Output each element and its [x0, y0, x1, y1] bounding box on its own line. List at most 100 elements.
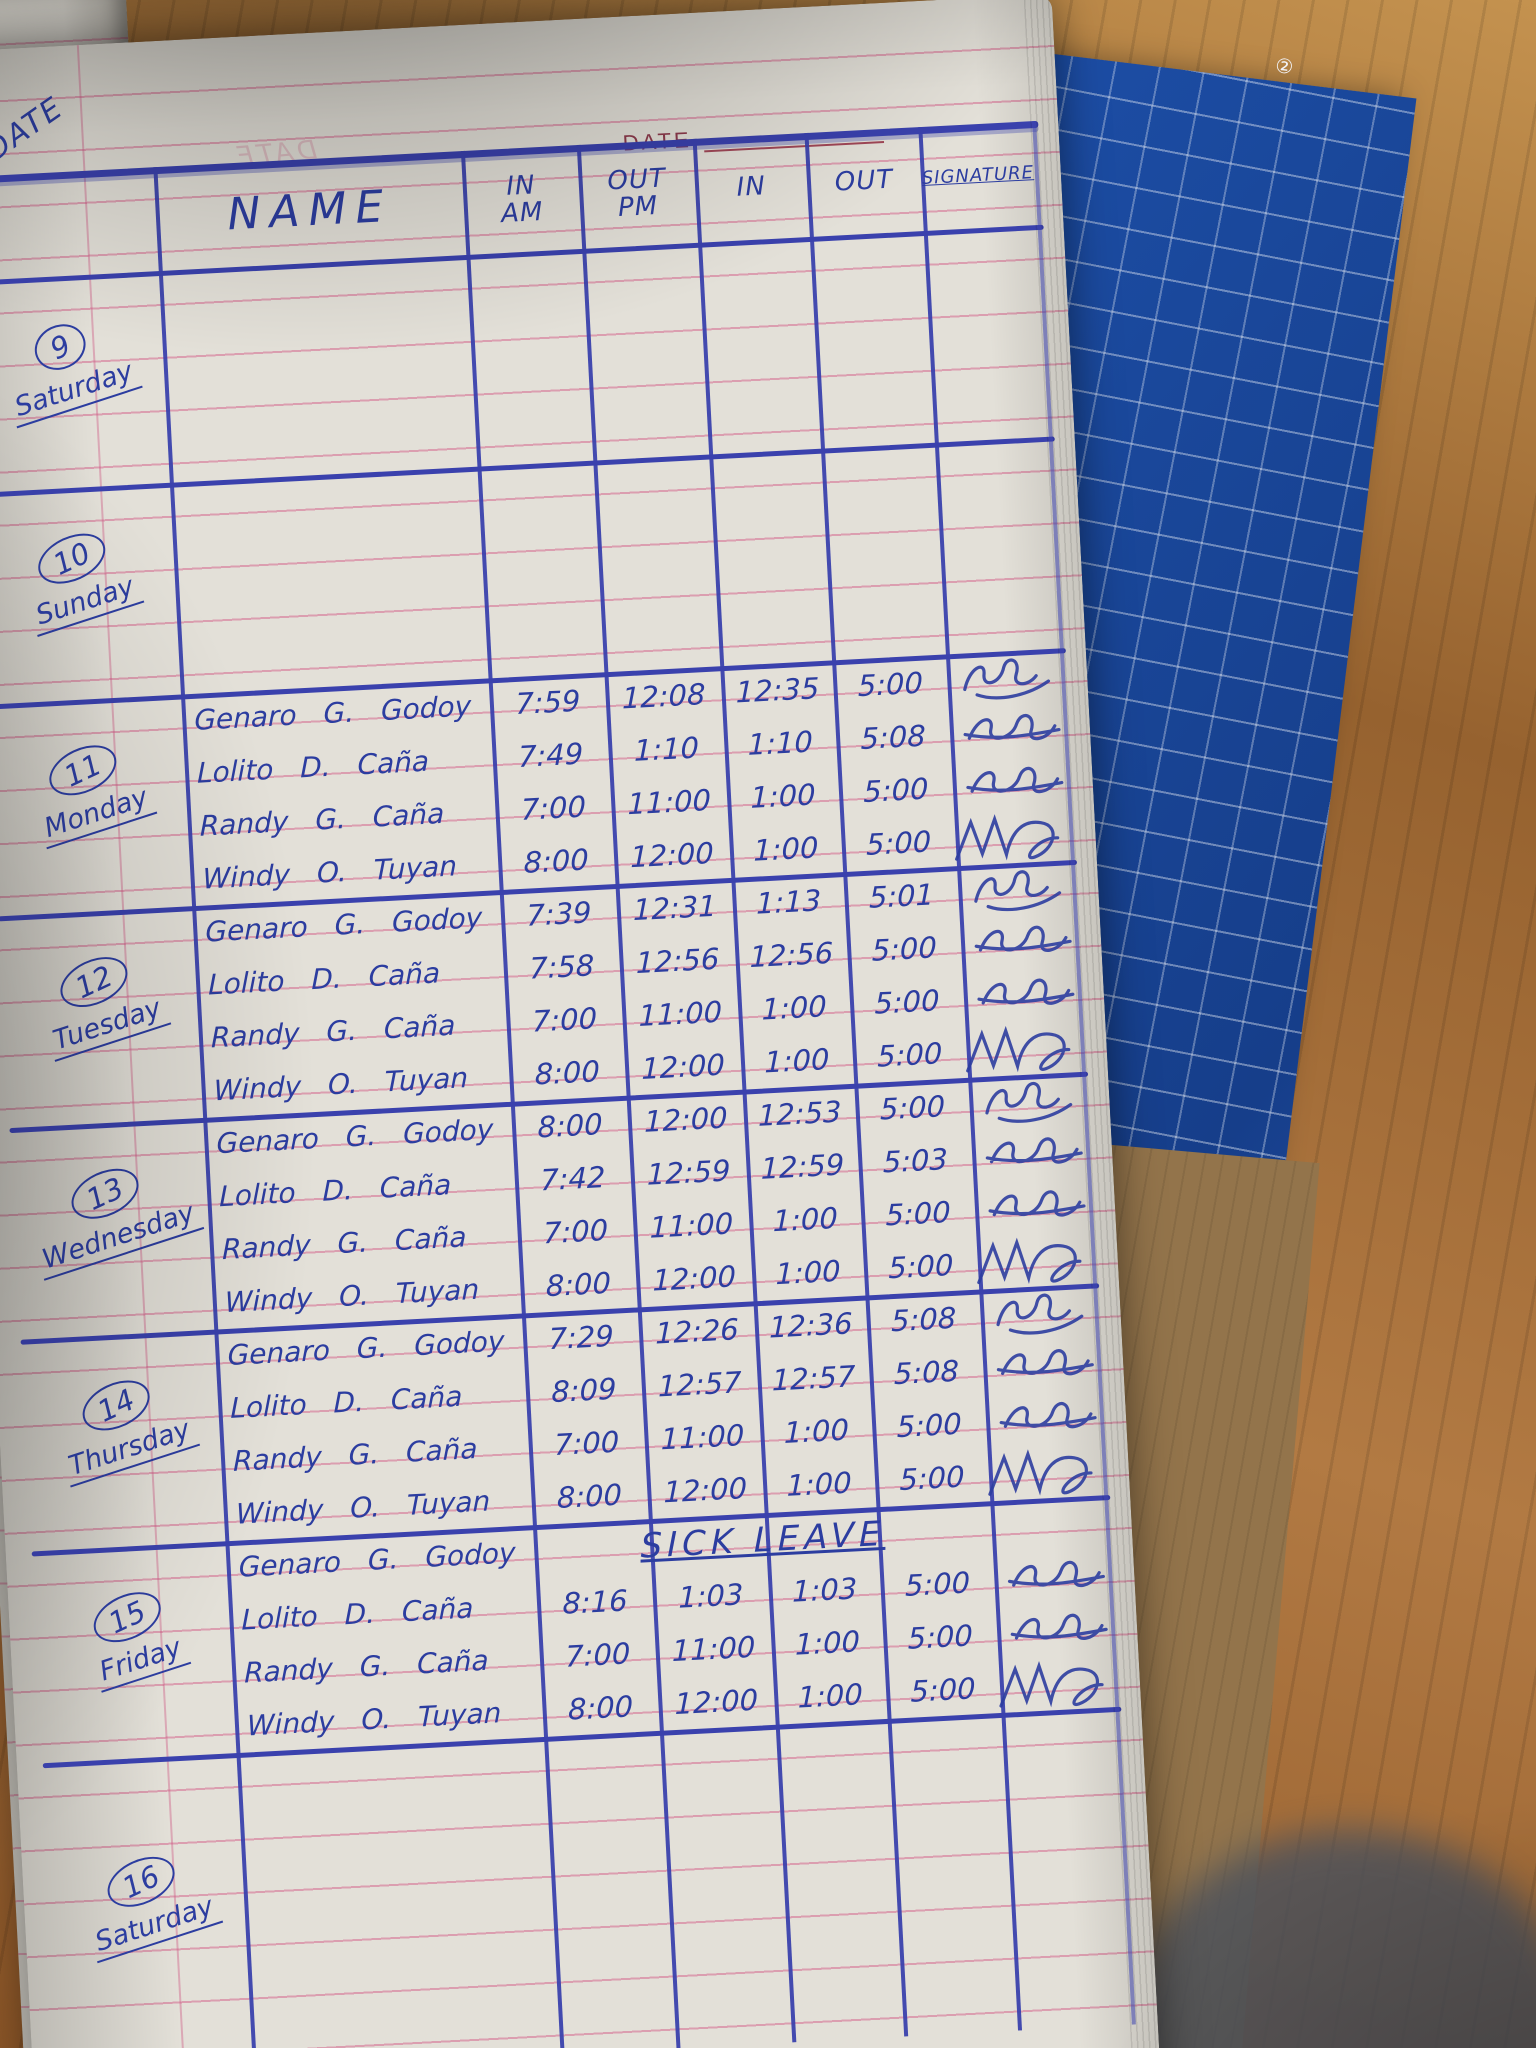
time-cell-out2: 5:01 [868, 876, 934, 915]
column-header-label: OUT [834, 164, 894, 198]
signature-scribble [999, 1661, 1104, 1708]
time-cell-in_am: 7:00 [531, 1000, 598, 1039]
time-cell-in2: 1:13 [756, 882, 822, 921]
time-cell-out_pm: 1:10 [633, 729, 699, 768]
signature-scribble [974, 870, 1062, 912]
time-cell-in_am: 8:16 [562, 1582, 628, 1621]
signature-scribble [985, 1081, 1073, 1123]
signature-scribble [977, 1237, 1082, 1285]
time-cell-out2: 5:00 [905, 1564, 971, 1603]
time-cell-out_pm: 11:00 [627, 782, 711, 821]
time-cell-out_pm: 12:00 [674, 1682, 759, 1721]
time-cell-out_pm: 12:08 [621, 676, 706, 715]
margin-date-note: DATE [0, 90, 71, 169]
time-cell-out_pm: 12:59 [646, 1152, 731, 1192]
time-cell-in2: 1:00 [794, 1623, 860, 1662]
time-cell-out_pm: 12:26 [655, 1311, 739, 1351]
time-cell-out_pm: 12:00 [652, 1258, 736, 1298]
signature-scribble [966, 1025, 1071, 1073]
signature-scribble [963, 658, 1051, 700]
time-cell-out2: 5:08 [891, 1300, 957, 1338]
time-cell-in_am: 8:00 [523, 841, 589, 880]
signature-scribble [977, 978, 1075, 1005]
day-name: Thursday [60, 1412, 200, 1488]
time-cell-in2: 1:00 [764, 1041, 830, 1080]
time-cell-out_pm: 11:00 [638, 994, 723, 1033]
time-cell-in_am: 7:00 [520, 788, 586, 827]
column-header-label: NAME [226, 180, 394, 241]
time-cell-out_pm: 12:00 [644, 1099, 728, 1139]
time-cell-out2: 5:00 [857, 665, 923, 703]
time-cell-in_am: 7:00 [543, 1212, 609, 1250]
time-cell-in2: 1:10 [747, 723, 813, 762]
time-cell-in_am: 8:09 [551, 1371, 617, 1409]
notebook-page: DATE DATE DATE NAMEINAMOUTPMINOUTSIGNATU… [0, 0, 1163, 2048]
time-cell-out2: 5:00 [907, 1617, 973, 1656]
signature-scribble [988, 1449, 1093, 1496]
day-name: Tuesday [44, 991, 171, 1062]
time-cell-out2: 5:00 [871, 929, 937, 968]
time-cell-in_am: 7:39 [526, 894, 592, 933]
time-cell-in2: 1:00 [797, 1676, 863, 1715]
time-cell-out_pm: 12:56 [635, 941, 720, 980]
time-cell-out2: 5:00 [874, 982, 940, 1021]
time-cell-out2: 5:08 [893, 1353, 959, 1391]
time-cell-in2: 1:00 [750, 776, 816, 815]
day-label-thursday: 14 Thursday [19, 1355, 226, 1496]
time-cell-in2: 12:57 [771, 1358, 856, 1398]
time-cell-in_am: 7:59 [515, 683, 581, 721]
time-cell-in2: 1:00 [775, 1253, 841, 1291]
day-label-friday: 15 Friday [30, 1567, 237, 1708]
column-header-name: NAME [153, 151, 466, 271]
day-name: Saturday [86, 1889, 224, 1964]
time-cell-in_am: 7:42 [540, 1159, 606, 1197]
time-cell-in_am: 8:00 [545, 1265, 611, 1303]
time-cell-out2: 5:00 [880, 1088, 946, 1127]
time-cell-in2: 12:56 [749, 935, 834, 974]
day-label-tuesday: 12 Tuesday [0, 932, 204, 1073]
column-header-label: SIGNATURE [921, 161, 1035, 189]
signature-scribble [996, 1349, 1094, 1376]
attendance-table-grid: NAME IN AM OUT PM IN OUT SIGNATURE 9 Saturday 10 Su… [0, 120, 1143, 2048]
signature-scribble [955, 814, 1060, 861]
page-corner-mark: ② [1273, 53, 1295, 80]
column-header-out2: OUT [804, 127, 923, 237]
signature-scribble [966, 766, 1064, 794]
day-label-monday: 11 Monday [0, 720, 192, 861]
signature-scribble [1007, 1560, 1105, 1588]
time-cell-in_am: 8:00 [534, 1053, 600, 1092]
time-cell-in_am: 7:00 [565, 1635, 631, 1674]
time-cell-out2: 5:00 [896, 1406, 962, 1444]
time-cell-in2: 1:00 [772, 1200, 838, 1238]
time-cell-out2: 5:00 [863, 770, 929, 809]
time-cell-in2: 1:00 [786, 1464, 852, 1503]
time-cell-out2: 5:08 [860, 718, 926, 756]
time-cell-out_pm: 12:00 [630, 835, 714, 874]
time-cell-in2: 1:00 [783, 1412, 849, 1450]
time-cell-in_am: 7:58 [529, 947, 595, 986]
column-header-label: IN [735, 171, 767, 204]
time-cell-in_am: 7:49 [518, 736, 584, 774]
time-cell-in2: 12:36 [769, 1305, 853, 1345]
time-cell-in_am: 8:00 [537, 1106, 603, 1144]
time-cell-out_pm: 12:31 [633, 888, 717, 927]
column-header-in2: IN [693, 133, 810, 243]
signature-scribble [963, 713, 1061, 741]
day-label-wednesday: 13 Wednesday [7, 1144, 214, 1285]
time-cell-in_am: 8:00 [568, 1688, 634, 1727]
signature-scribble [996, 1293, 1084, 1335]
time-cell-in_am: 8:00 [556, 1477, 622, 1515]
column-header-in_am: IN AM [461, 145, 582, 255]
signature-scribble [974, 925, 1072, 952]
signature-scribble [985, 1137, 1083, 1164]
time-cell-out_pm: 11:00 [649, 1205, 734, 1245]
column-header-label: AM [500, 196, 545, 230]
time-cell-out2: 5:03 [882, 1141, 948, 1179]
signature-scribble [988, 1190, 1086, 1217]
time-cell-in_am: 7:29 [548, 1318, 614, 1356]
time-cell-out_pm: 12:00 [641, 1047, 725, 1086]
time-cell-out_pm: 12:57 [658, 1364, 742, 1404]
time-cell-out_pm: 12:00 [663, 1470, 748, 1509]
signature-scribble [1010, 1613, 1108, 1640]
